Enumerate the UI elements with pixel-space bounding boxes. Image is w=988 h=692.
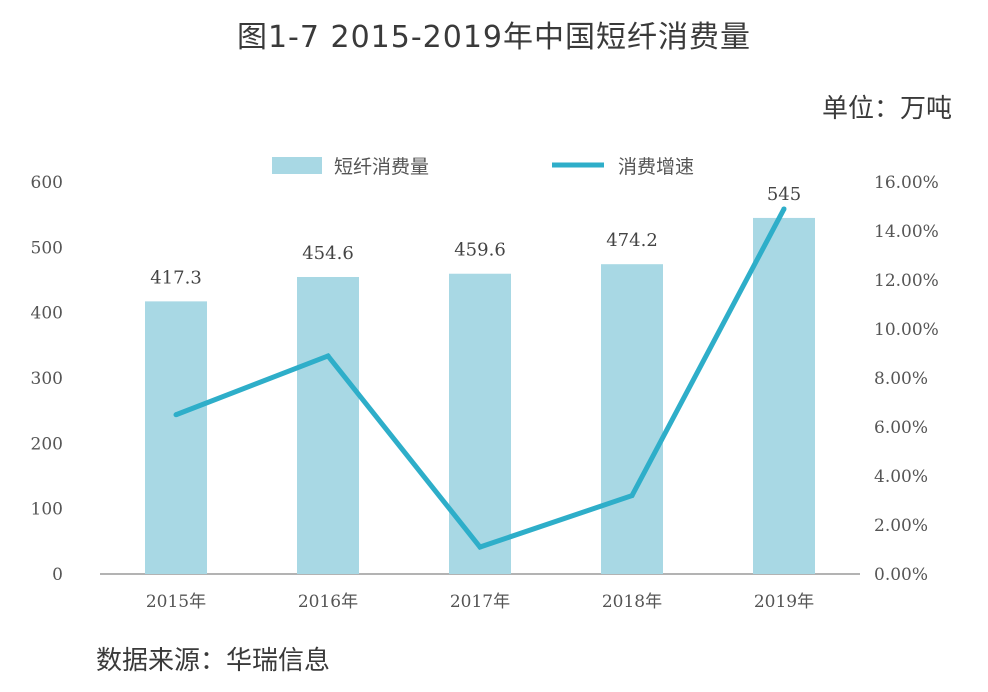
legend-bar-swatch <box>272 157 322 174</box>
y-left-tick-label: 200 <box>31 434 63 454</box>
bar-value-label: 474.2 <box>606 230 658 251</box>
y-right-tick-label: 16.00% <box>874 173 939 193</box>
growth-point <box>781 206 787 212</box>
unit-label: 单位：万吨 <box>821 94 952 124</box>
y-left-tick-label: 100 <box>31 500 63 520</box>
growth-point <box>173 412 179 418</box>
y-right-tick-label: 4.00% <box>874 467 928 487</box>
bar <box>297 276 359 574</box>
y-right-tick-label: 14.00% <box>874 222 939 242</box>
y-left-tick-label: 0 <box>52 565 63 585</box>
growth-point <box>325 353 331 359</box>
growth-point <box>629 493 635 499</box>
y-left-tick-label: 300 <box>31 369 63 389</box>
bar <box>449 273 511 574</box>
bar-value-label: 545 <box>767 184 801 205</box>
legend-line-label: 消费增速 <box>618 156 694 178</box>
y-left-tick-label: 500 <box>31 238 63 258</box>
y-left-tick-label: 400 <box>31 304 63 324</box>
x-tick-label: 2019年 <box>754 592 814 612</box>
bar-value-label: 454.6 <box>302 243 354 264</box>
y-right-tick-label: 8.00% <box>874 369 928 389</box>
y-right-tick-label: 10.00% <box>874 320 939 340</box>
y-left-tick-label: 600 <box>31 173 63 193</box>
bar <box>145 301 207 574</box>
bar-value-label: 417.3 <box>150 267 202 288</box>
x-tick-label: 2015年 <box>146 592 206 612</box>
legend-bar-label: 短纤消费量 <box>334 156 429 178</box>
y-right-tick-label: 0.00% <box>874 565 928 585</box>
chart-title: 图1-7 2015-2019年中国短纤消费量 <box>236 20 752 55</box>
x-tick-label: 2017年 <box>450 592 510 612</box>
bar <box>753 217 815 574</box>
x-tick-label: 2016年 <box>298 592 358 612</box>
source-note: 数据来源：华瑞信息 <box>96 646 331 676</box>
growth-point <box>477 544 483 550</box>
bar-value-label: 459.6 <box>454 240 506 261</box>
y-right-tick-label: 12.00% <box>874 271 939 291</box>
y-right-tick-label: 6.00% <box>874 418 928 438</box>
bar <box>601 264 663 574</box>
x-tick-label: 2018年 <box>602 592 662 612</box>
y-right-tick-label: 2.00% <box>874 516 928 536</box>
